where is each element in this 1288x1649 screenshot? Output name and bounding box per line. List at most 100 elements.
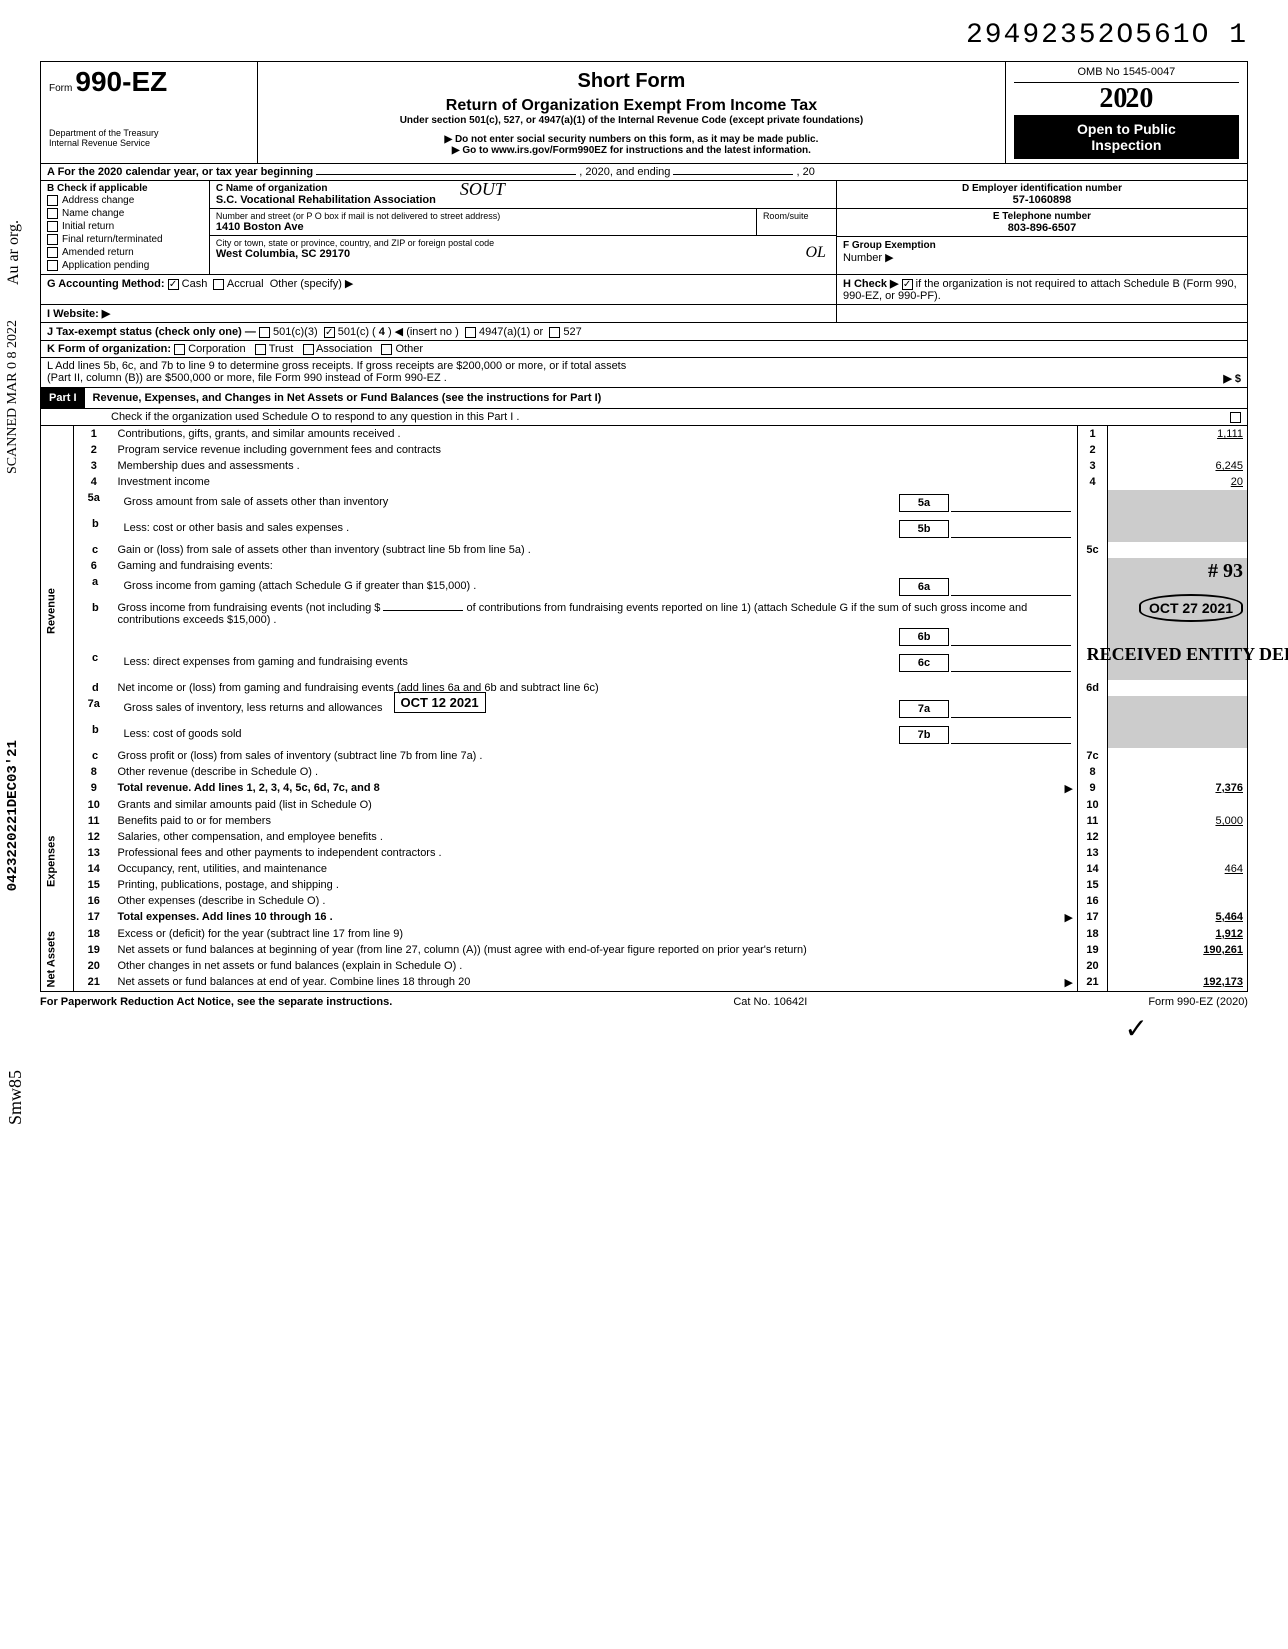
line-a-mid: , 2020, and ending <box>579 166 670 178</box>
dept-irs: Internal Revenue Service <box>49 138 249 148</box>
line-14-desc: Occupancy, rent, utilities, and maintena… <box>114 861 1078 877</box>
line-12-amount <box>1108 829 1248 845</box>
checkbox-501c3[interactable] <box>259 327 270 338</box>
side-label-revenue: Revenue <box>41 426 74 797</box>
line-1-num: 1 <box>74 426 114 442</box>
line-9-num: 9 <box>74 780 114 797</box>
checkbox-trust[interactable] <box>255 344 266 355</box>
line-16-amount <box>1108 893 1248 909</box>
line-1-box: 1 <box>1078 426 1108 442</box>
line-5c-box: 5c <box>1078 542 1108 558</box>
checkbox-schedule-o[interactable] <box>1230 412 1241 423</box>
label-name-change: Name change <box>62 208 124 219</box>
form-prefix: Form <box>49 83 72 94</box>
line-15-amount <box>1108 877 1248 893</box>
section-c-addr-label: Number and street (or P O box if mail is… <box>216 211 750 221</box>
footer-form-ref: Form 990-EZ (2020) <box>1148 996 1248 1008</box>
footer-paperwork: For Paperwork Reduction Act Notice, see … <box>40 996 392 1008</box>
checkbox-association[interactable] <box>303 344 314 355</box>
line-11-box: 11 <box>1078 813 1108 829</box>
line-a-end: , 20 <box>797 166 815 178</box>
line-17-box: 17 <box>1078 909 1108 926</box>
line-6d-num: d <box>74 680 114 696</box>
line-20-amount <box>1108 958 1248 974</box>
label-other-specify: Other (specify) ▶ <box>270 278 354 290</box>
checkbox-527[interactable] <box>549 327 560 338</box>
line-10-desc: Grants and similar amounts paid (list in… <box>114 797 1078 813</box>
side-label-netassets: Net Assets <box>41 926 74 992</box>
checkbox-initial-return[interactable] <box>47 221 58 232</box>
line-6a-desc: Gross income from gaming (attach Schedul… <box>114 574 1078 600</box>
part-i-title: Revenue, Expenses, and Changes in Net As… <box>93 392 602 404</box>
line-6b-desc: Gross income from fundraising events (no… <box>114 600 1078 650</box>
label-501c-end: ) ◀ (insert no ) <box>388 326 459 338</box>
line-4-amount: 20 <box>1108 474 1248 490</box>
year-end-field[interactable] <box>673 174 793 175</box>
line-9-box: 9 <box>1078 780 1108 797</box>
line-2-desc: Program service revenue including govern… <box>114 442 1078 458</box>
checkbox-application-pending[interactable] <box>47 260 58 271</box>
form-number: 990-EZ <box>75 66 167 97</box>
checkbox-address-change[interactable] <box>47 195 58 206</box>
checkbox-4947[interactable] <box>465 327 476 338</box>
line-6a-innerbox: 6a <box>899 578 949 596</box>
line-l-symbol: ▶ $ <box>1223 373 1241 385</box>
line-4-desc: Investment income <box>114 474 1078 490</box>
line-7a-desc: Gross sales of inventory, less returns a… <box>114 696 1078 722</box>
checkbox-corporation[interactable] <box>174 344 185 355</box>
line-18-desc: Excess or (deficit) for the year (subtra… <box>114 926 1078 942</box>
checkbox-cash[interactable] <box>168 279 179 290</box>
room-suite-label: Room/suite <box>756 209 836 235</box>
ein-label: D Employer identification number <box>843 183 1241 194</box>
checkbox-name-change[interactable] <box>47 208 58 219</box>
label-4947: 4947(a)(1) or <box>479 326 543 338</box>
line-21-desc: Net assets or fund balances at end of ye… <box>114 974 1078 992</box>
line-7b-num: b <box>74 722 114 748</box>
line-6a-num: a <box>74 574 114 600</box>
checkbox-other-org[interactable] <box>381 344 392 355</box>
document-tracking-number: 29492352O561O 1 <box>40 20 1248 51</box>
line-a-label: A For the 2020 calendar year, or tax yea… <box>47 166 313 178</box>
stamp-93: # 93 <box>1208 560 1243 583</box>
line-6d-amount <box>1108 680 1248 696</box>
line-15-desc: Printing, publications, postage, and shi… <box>114 877 1078 893</box>
label-initial-return: Initial return <box>62 221 114 232</box>
line-3-desc: Membership dues and assessments . <box>114 458 1078 474</box>
stamp-oct12: OCT 12 2021 <box>394 692 486 713</box>
lines-table: Revenue 1 Contributions, gifts, grants, … <box>40 426 1248 992</box>
checkbox-final-return[interactable] <box>47 234 58 245</box>
line-1-amount: 1,111 <box>1108 426 1248 442</box>
margin-batch-code: 0423220221DEC03'21 <box>5 740 21 891</box>
form-header: Form 990-EZ Department of the Treasury I… <box>40 61 1248 164</box>
line-21-amount: 192,173 <box>1108 974 1248 992</box>
omb-number: OMB No 1545-0047 <box>1014 66 1239 83</box>
line-l-text2: (Part II, column (B)) are $500,000 or mo… <box>47 372 447 384</box>
part-i-check-text: Check if the organization used Schedule … <box>111 411 519 423</box>
title-return: Return of Organization Exempt From Incom… <box>266 97 997 115</box>
line-11-desc: Benefits paid to or for members <box>114 813 1078 829</box>
margin-handwritten-note: Au ar org. <box>5 220 23 285</box>
handwritten-ol: OL <box>805 244 825 262</box>
label-501c: 501(c) ( <box>338 326 376 338</box>
title-short-form: Short Form <box>266 70 997 93</box>
line-6b-num: b <box>74 600 114 650</box>
section-c-city-label: City or town, state or province, country… <box>216 238 830 248</box>
inspection: Inspection <box>1018 137 1235 153</box>
checkbox-501c[interactable] <box>324 327 335 338</box>
checkbox-schedule-b[interactable] <box>902 279 913 290</box>
line-2-num: 2 <box>74 442 114 458</box>
checkbox-amended-return[interactable] <box>47 247 58 258</box>
stamp-oct27: OCT 27 2021 <box>1139 594 1243 622</box>
section-b: B Check if applicable Address change Nam… <box>41 181 210 274</box>
section-c-name-label: C Name of organization <box>216 183 830 194</box>
year-begin-field[interactable] <box>316 174 576 175</box>
line-21-num: 21 <box>74 974 114 992</box>
line-10-num: 10 <box>74 797 114 813</box>
line-14-num: 14 <box>74 861 114 877</box>
line-7c-amount <box>1108 748 1248 764</box>
line-14-amount: 464 <box>1108 861 1248 877</box>
line-8-desc: Other revenue (describe in Schedule O) . <box>114 764 1078 780</box>
tel-label: E Telephone number <box>843 211 1241 222</box>
checkbox-accrual[interactable] <box>213 279 224 290</box>
line-7b-innerbox: 7b <box>899 726 949 744</box>
